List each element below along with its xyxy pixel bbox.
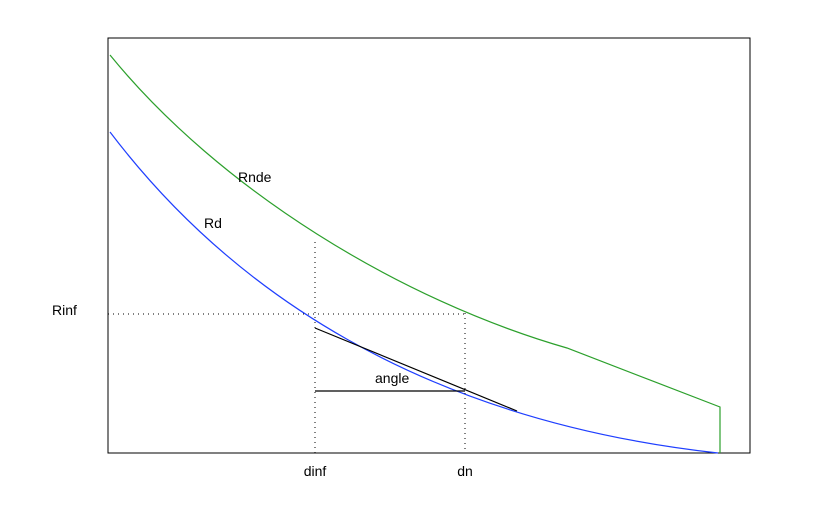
rd-curve: [109, 131, 719, 454]
rd-label: Rd: [204, 215, 222, 231]
frame: [107, 37, 751, 454]
tangent-line: [314, 327, 518, 412]
rinf-label: Rinf: [52, 302, 77, 318]
rnde-curve: [109, 54, 721, 453]
rnde-label: Rnde: [238, 169, 272, 185]
dn-label: dn: [457, 463, 473, 479]
angle-label: angle: [375, 370, 409, 386]
dinf-label: dinf: [304, 463, 327, 479]
